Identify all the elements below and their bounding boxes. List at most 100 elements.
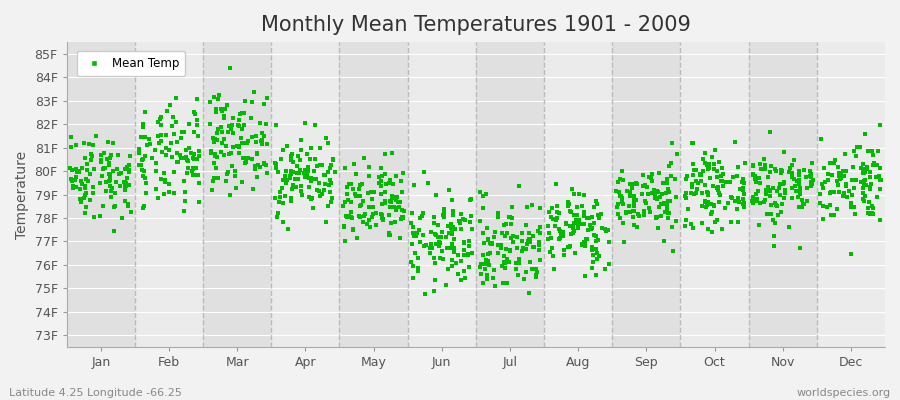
Point xyxy=(154,122,168,128)
Point xyxy=(190,96,204,102)
Point xyxy=(223,150,238,156)
Point xyxy=(284,197,298,204)
Point xyxy=(396,215,410,221)
Point xyxy=(292,167,307,173)
Point xyxy=(733,186,747,192)
Point xyxy=(746,200,760,206)
Point xyxy=(85,153,99,159)
Point xyxy=(240,140,255,146)
Point xyxy=(549,202,563,209)
Point xyxy=(237,121,251,128)
Point xyxy=(138,175,152,182)
Point xyxy=(637,182,652,188)
Point xyxy=(806,176,820,183)
Point xyxy=(280,177,294,184)
Point xyxy=(473,271,488,277)
Point xyxy=(247,89,261,96)
Point xyxy=(260,94,274,101)
Point xyxy=(210,130,224,136)
Point xyxy=(711,184,725,190)
Point xyxy=(361,190,375,196)
Point xyxy=(323,189,338,195)
Point xyxy=(119,180,133,186)
Point xyxy=(181,165,195,171)
Bar xyxy=(544,42,612,347)
Point xyxy=(185,165,200,171)
Point xyxy=(136,156,150,162)
Point xyxy=(652,170,667,176)
Point xyxy=(273,188,287,195)
Point xyxy=(616,201,630,208)
Point xyxy=(590,256,604,263)
Point xyxy=(269,214,284,220)
Point xyxy=(389,204,403,211)
Point xyxy=(572,216,587,223)
Point xyxy=(595,225,609,231)
Point xyxy=(561,198,575,205)
Point xyxy=(627,194,642,201)
Point xyxy=(244,115,258,122)
Point xyxy=(620,188,634,194)
Point xyxy=(191,133,205,139)
Point xyxy=(428,231,443,237)
Point xyxy=(94,173,109,179)
Point xyxy=(865,210,879,216)
Point xyxy=(836,167,850,174)
Point xyxy=(700,188,715,195)
Point xyxy=(484,241,499,248)
Point xyxy=(211,96,225,103)
Point xyxy=(442,187,456,194)
Point xyxy=(645,190,660,196)
Point xyxy=(276,199,291,206)
Point xyxy=(785,162,799,168)
Point xyxy=(559,221,573,228)
Point xyxy=(825,172,840,178)
Point xyxy=(542,229,556,236)
Point xyxy=(525,266,539,272)
Point xyxy=(695,219,709,226)
Point xyxy=(321,140,336,146)
Point xyxy=(559,220,573,226)
Point xyxy=(576,221,590,227)
Point xyxy=(436,256,450,262)
Point xyxy=(377,151,392,158)
Point xyxy=(232,144,247,150)
Point xyxy=(601,227,616,234)
Point xyxy=(555,233,570,239)
Point xyxy=(611,188,625,195)
Point xyxy=(731,164,745,170)
Point xyxy=(462,264,476,270)
Point xyxy=(110,166,124,172)
Point xyxy=(725,195,740,202)
Point xyxy=(464,226,479,232)
Point xyxy=(158,190,172,197)
Point xyxy=(533,256,547,263)
Point xyxy=(102,171,116,178)
Point xyxy=(68,184,83,190)
Point xyxy=(487,234,501,240)
Point xyxy=(155,148,169,155)
Point xyxy=(860,166,874,172)
Point xyxy=(252,164,266,170)
Point xyxy=(629,180,643,186)
Point xyxy=(312,193,327,199)
Point xyxy=(759,187,773,193)
Point xyxy=(457,247,472,253)
Point xyxy=(446,257,460,263)
Point xyxy=(636,172,651,178)
Point xyxy=(392,204,407,210)
Point xyxy=(166,190,181,196)
Point xyxy=(622,202,636,209)
Point xyxy=(374,191,388,198)
Point xyxy=(322,182,337,188)
Point xyxy=(326,156,340,162)
Point xyxy=(718,204,733,211)
Point xyxy=(224,162,238,169)
Point xyxy=(174,135,188,141)
Point xyxy=(654,201,669,207)
Point xyxy=(338,222,352,229)
Point xyxy=(238,158,253,165)
Point xyxy=(731,197,745,203)
Point xyxy=(523,236,537,243)
Point xyxy=(857,170,871,177)
